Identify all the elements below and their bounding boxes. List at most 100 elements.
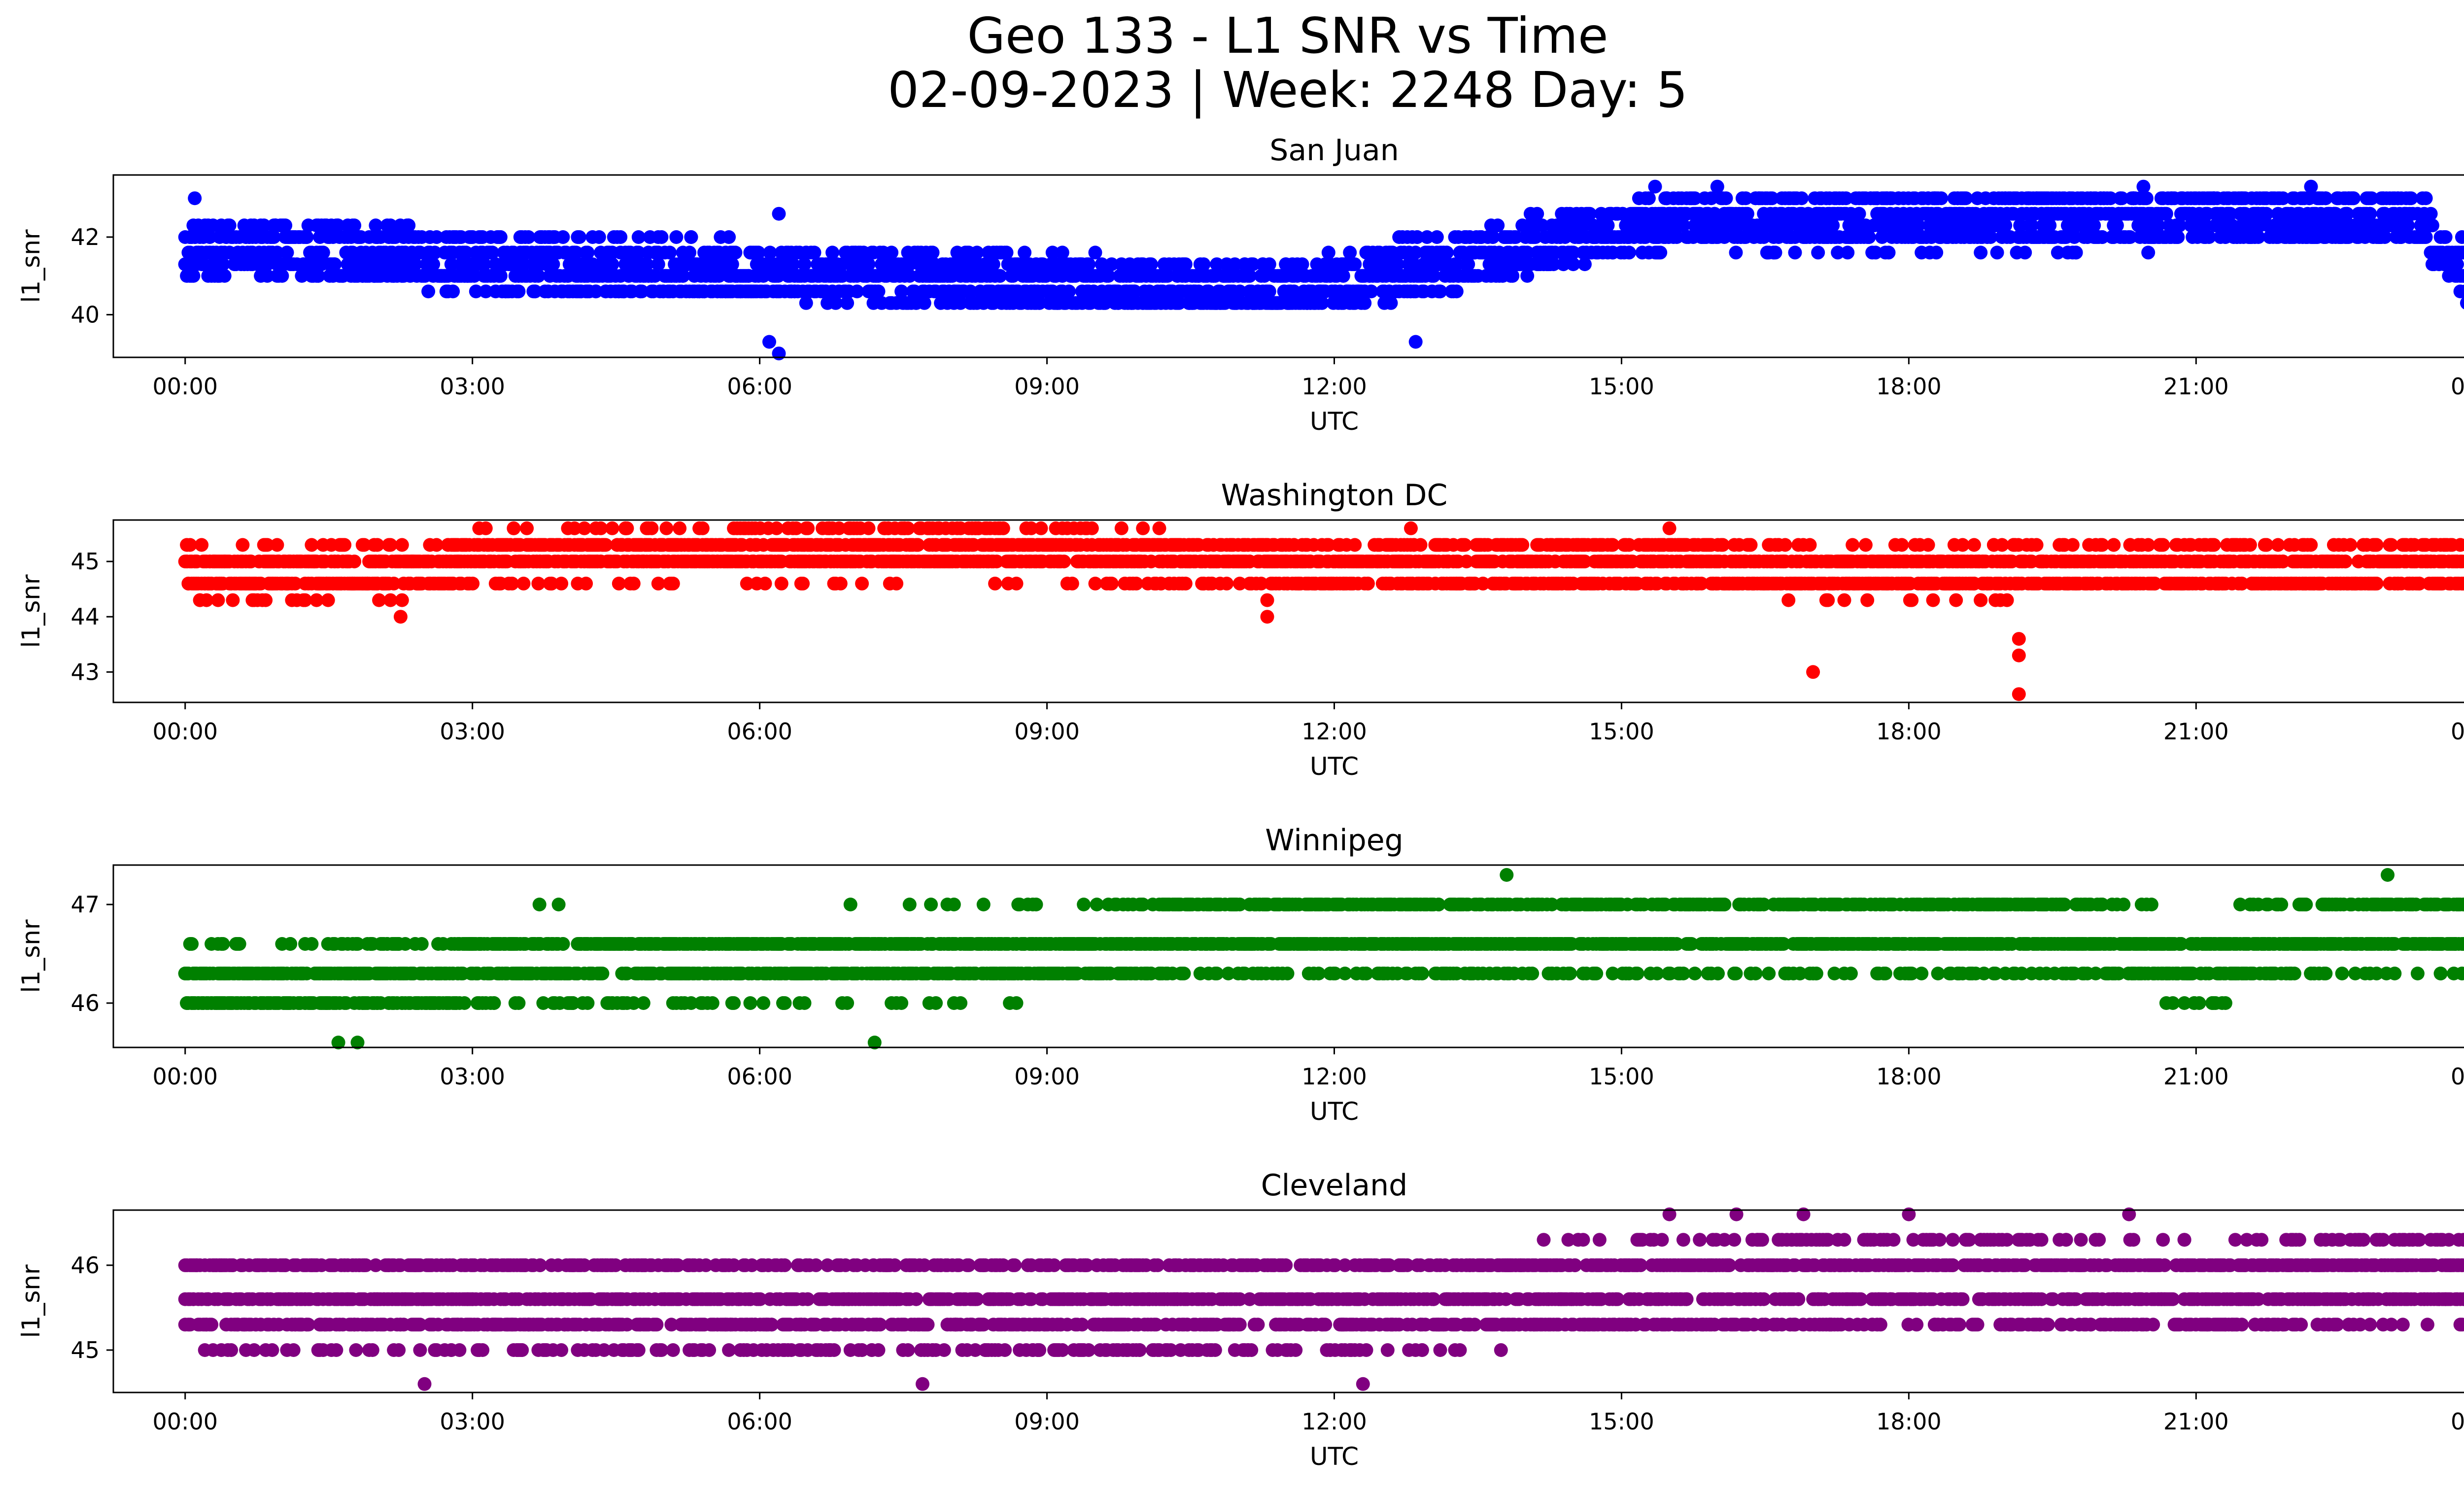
data-point [328, 257, 342, 272]
data-point [421, 284, 436, 299]
data-point [196, 257, 210, 272]
y-axis-label: l1_snr [17, 229, 45, 303]
data-point [786, 257, 800, 272]
data-point [963, 284, 978, 299]
data-point [1794, 191, 1809, 206]
data-point [1653, 245, 1668, 260]
data-point [2419, 191, 2433, 206]
data-point [605, 257, 619, 272]
data-point [1172, 296, 1186, 310]
data-point [1934, 191, 1949, 206]
data-point [1408, 245, 1423, 260]
data-point [546, 257, 560, 272]
data-point [1201, 284, 1216, 299]
data-point [861, 257, 876, 272]
data-point [426, 257, 441, 272]
data-point [493, 269, 508, 283]
data-point [2018, 245, 2032, 260]
data-point [1161, 269, 1175, 283]
data-point [347, 555, 362, 569]
x-tick-label: 00:00 [152, 373, 218, 400]
data-point [648, 269, 662, 283]
subplot-title: San Juan [1269, 133, 1399, 168]
data-point [1361, 576, 1375, 591]
data-point [1882, 245, 1896, 260]
data-point [1034, 521, 1048, 535]
data-point [1622, 245, 1636, 260]
data-point [2424, 207, 2438, 221]
y-tick-label: 42 [70, 224, 100, 250]
data-point [752, 245, 766, 260]
data-point [631, 245, 646, 260]
data-point [528, 284, 542, 299]
data-point [1057, 555, 1071, 569]
data-point [1821, 593, 1835, 607]
data-point [459, 245, 473, 260]
figure-subtitle: 02-09-2023 | Week: 2248 Day: 5 [888, 61, 1688, 119]
data-point [469, 284, 483, 299]
data-point [1006, 269, 1020, 283]
y-tick-label: 40 [70, 301, 100, 328]
data-point [569, 245, 583, 260]
data-point [1101, 269, 1116, 283]
data-point [1348, 538, 1362, 552]
data-point [531, 269, 546, 283]
data-point [2455, 230, 2464, 244]
data-point [466, 576, 480, 591]
data-point [300, 230, 314, 244]
data-point [408, 257, 422, 272]
data-point [1364, 284, 1378, 299]
data-point [673, 521, 687, 535]
data-point [1921, 538, 1935, 552]
data-point [605, 521, 619, 535]
data-point [756, 269, 771, 283]
data-point [2141, 245, 2156, 260]
data-point [507, 521, 521, 535]
data-point [1384, 296, 1398, 310]
data-point [840, 296, 855, 310]
data-point [885, 245, 899, 260]
data-point [1929, 245, 1944, 260]
data-point [2346, 191, 2361, 206]
data-point [850, 284, 864, 299]
data-point [774, 576, 788, 591]
data-point [226, 593, 240, 607]
data-point [807, 245, 821, 260]
data-point [902, 257, 917, 272]
data-point [828, 296, 843, 310]
data-point [722, 230, 736, 244]
data-point [1390, 257, 1404, 272]
data-point [771, 269, 786, 283]
data-point [1098, 296, 1112, 310]
data-point [1439, 245, 1454, 260]
data-point [402, 218, 416, 233]
data-point [1905, 593, 1919, 607]
x-tick-label: 18:00 [1876, 373, 1942, 400]
data-point [2136, 179, 2151, 194]
data-point [1220, 576, 1234, 591]
data-point [1528, 230, 1542, 244]
data-point [758, 576, 772, 591]
data-point [1520, 269, 1535, 283]
data-point [801, 521, 815, 535]
x-tick-label: 15:00 [1589, 373, 1654, 400]
data-point [1803, 538, 1817, 552]
data-point [695, 521, 710, 535]
data-point [1210, 257, 1224, 272]
data-point [1197, 257, 1211, 272]
data-point [1486, 230, 1500, 244]
data-point [1082, 257, 1096, 272]
data-point [772, 207, 786, 221]
data-points [178, 179, 2464, 361]
data-point [763, 245, 777, 260]
data-point [186, 269, 201, 283]
data-point [1178, 257, 1193, 272]
data-point [1642, 191, 1656, 206]
x-tick-label: 03:00 [440, 373, 505, 400]
data-point [260, 269, 274, 283]
data-point [890, 576, 904, 591]
data-point [295, 269, 309, 283]
data-point [993, 269, 1007, 283]
data-point [2171, 230, 2185, 244]
